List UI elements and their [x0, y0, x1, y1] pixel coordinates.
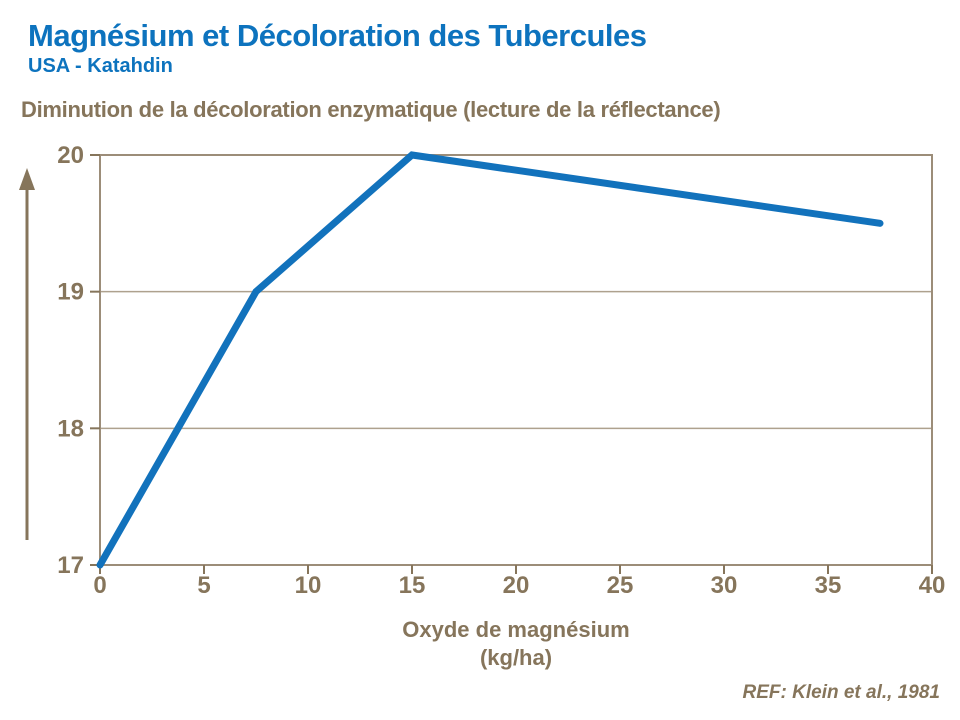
- reference-citation: REF: Klein et al., 1981: [742, 682, 940, 703]
- y-axis-arrow-head: [19, 168, 35, 190]
- x-tick-label-25: 25: [607, 572, 634, 599]
- y-tick-label-18: 18: [57, 415, 84, 442]
- x-tick-label-0: 0: [93, 572, 106, 599]
- chart-svg: 17 18 19 20 0 5 10 15 20 25 30 35 40: [19, 142, 946, 599]
- x-axis-label: Oxyde de magnésium (kg/ha): [100, 616, 932, 672]
- x-tick-label-10: 10: [295, 572, 322, 599]
- x-axis-label-line2: (kg/ha): [479, 645, 553, 670]
- x-tick-label-5: 5: [197, 572, 210, 599]
- slide-title: Magnésium et Décoloration des Tubercules: [28, 18, 647, 53]
- slide-subtitle: USA - Katahdin: [28, 55, 173, 77]
- y-tick-label-20: 20: [57, 142, 84, 169]
- chart-heading: Diminution de la décoloration enzymatiqu…: [21, 97, 721, 122]
- data-line: [96, 151, 884, 569]
- plot-frame: [99, 154, 933, 566]
- y-tick-label-17: 17: [57, 552, 84, 579]
- x-tick-label-35: 35: [815, 572, 842, 599]
- x-tick-label-15: 15: [399, 572, 426, 599]
- x-tick-label-20: 20: [503, 572, 530, 599]
- x-tick-label-30: 30: [711, 572, 738, 599]
- y-tick-label-19: 19: [57, 279, 84, 306]
- x-axis-label-line1: Oxyde de magnésium: [402, 617, 630, 642]
- x-tick-label-40: 40: [919, 572, 946, 599]
